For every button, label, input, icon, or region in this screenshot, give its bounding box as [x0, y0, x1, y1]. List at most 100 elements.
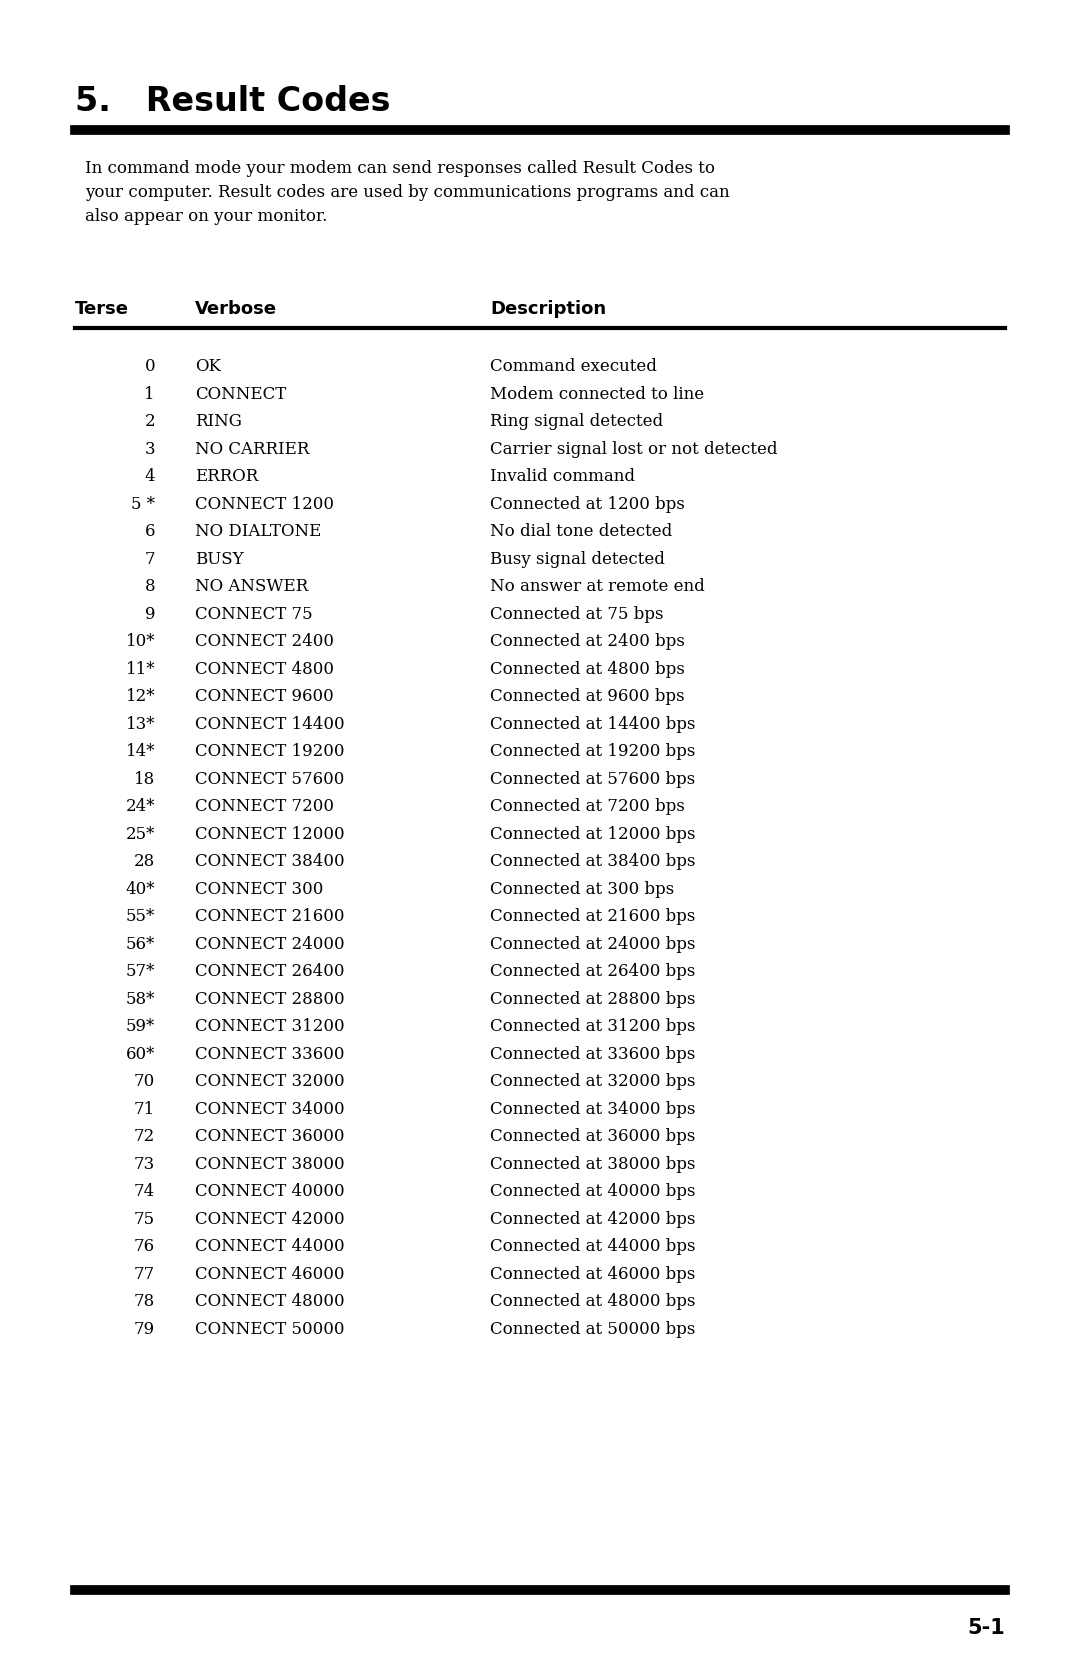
Text: 40*: 40* [125, 881, 156, 898]
Text: 28: 28 [134, 853, 156, 870]
Text: 73: 73 [134, 1155, 156, 1173]
Text: CONNECT 48000: CONNECT 48000 [195, 1293, 345, 1310]
Text: CONNECT 26400: CONNECT 26400 [195, 963, 345, 980]
Text: Invalid command: Invalid command [490, 467, 635, 486]
Text: 3: 3 [145, 441, 156, 457]
Text: 74: 74 [134, 1183, 156, 1200]
Text: CONNECT 31200: CONNECT 31200 [195, 1018, 345, 1035]
Text: Connected at 7200 bps: Connected at 7200 bps [490, 798, 685, 814]
Text: Verbose: Verbose [195, 300, 276, 319]
Text: Connected at 46000 bps: Connected at 46000 bps [490, 1265, 696, 1282]
Text: Connected at 2400 bps: Connected at 2400 bps [490, 633, 685, 649]
Text: 4: 4 [145, 467, 156, 486]
Text: In command mode your modem can send responses called Result Codes to
your comput: In command mode your modem can send resp… [85, 160, 730, 225]
Text: 1: 1 [145, 386, 156, 402]
Text: 13*: 13* [125, 716, 156, 733]
Text: Connected at 38000 bps: Connected at 38000 bps [490, 1155, 696, 1173]
Text: Connected at 42000 bps: Connected at 42000 bps [490, 1210, 696, 1227]
Text: 77: 77 [134, 1265, 156, 1282]
Text: 71: 71 [134, 1100, 156, 1118]
Text: 12*: 12* [125, 688, 156, 704]
Text: OK: OK [195, 357, 221, 376]
Text: CONNECT 36000: CONNECT 36000 [195, 1128, 345, 1145]
Text: Connected at 33600 bps: Connected at 33600 bps [490, 1045, 696, 1063]
Text: Connected at 4800 bps: Connected at 4800 bps [490, 661, 685, 678]
Text: CONNECT 38400: CONNECT 38400 [195, 853, 345, 870]
Text: CONNECT 46000: CONNECT 46000 [195, 1265, 345, 1282]
Text: Terse: Terse [75, 300, 129, 319]
Text: 55*: 55* [125, 908, 156, 925]
Text: Connected at 38400 bps: Connected at 38400 bps [490, 853, 696, 870]
Text: CONNECT 33600: CONNECT 33600 [195, 1045, 345, 1063]
Text: CONNECT 21600: CONNECT 21600 [195, 908, 345, 925]
Text: No dial tone detected: No dial tone detected [490, 522, 672, 541]
Text: 24*: 24* [125, 798, 156, 814]
Text: 7: 7 [145, 551, 156, 567]
Text: Busy signal detected: Busy signal detected [490, 551, 665, 567]
Text: Ring signal detected: Ring signal detected [490, 412, 663, 431]
Text: CONNECT 50000: CONNECT 50000 [195, 1320, 345, 1337]
Text: 72: 72 [134, 1128, 156, 1145]
Text: CONNECT 19200: CONNECT 19200 [195, 743, 345, 759]
Text: 58*: 58* [125, 990, 156, 1008]
Text: CONNECT 9600: CONNECT 9600 [195, 688, 334, 704]
Text: CONNECT 42000: CONNECT 42000 [195, 1210, 345, 1227]
Text: Connected at 300 bps: Connected at 300 bps [490, 881, 674, 898]
Text: 2: 2 [145, 412, 156, 431]
Text: Connected at 28800 bps: Connected at 28800 bps [490, 990, 696, 1008]
Text: 79: 79 [134, 1320, 156, 1337]
Text: Connected at 40000 bps: Connected at 40000 bps [490, 1183, 696, 1200]
Text: CONNECT 300: CONNECT 300 [195, 881, 323, 898]
Text: CONNECT 4800: CONNECT 4800 [195, 661, 334, 678]
Text: 10*: 10* [125, 633, 156, 649]
Text: CONNECT 2400: CONNECT 2400 [195, 633, 334, 649]
Text: CONNECT 1200: CONNECT 1200 [195, 496, 334, 512]
Text: 5.   Result Codes: 5. Result Codes [75, 85, 391, 118]
Text: 75: 75 [134, 1210, 156, 1227]
Text: RING: RING [195, 412, 242, 431]
Text: 18: 18 [134, 771, 156, 788]
Text: 6: 6 [145, 522, 156, 541]
Text: 25*: 25* [125, 826, 156, 843]
Text: Carrier signal lost or not detected: Carrier signal lost or not detected [490, 441, 778, 457]
Text: Connected at 24000 bps: Connected at 24000 bps [490, 936, 696, 953]
Text: CONNECT 7200: CONNECT 7200 [195, 798, 334, 814]
Text: Modem connected to line: Modem connected to line [490, 386, 704, 402]
Text: No answer at remote end: No answer at remote end [490, 577, 705, 596]
Text: Connected at 12000 bps: Connected at 12000 bps [490, 826, 696, 843]
Text: 11*: 11* [125, 661, 156, 678]
Text: CONNECT 38000: CONNECT 38000 [195, 1155, 345, 1173]
Text: CONNECT 14400: CONNECT 14400 [195, 716, 345, 733]
Text: 57*: 57* [125, 963, 156, 980]
Text: BUSY: BUSY [195, 551, 244, 567]
Text: 14*: 14* [125, 743, 156, 759]
Text: ERROR: ERROR [195, 467, 258, 486]
Text: 78: 78 [134, 1293, 156, 1310]
Text: CONNECT 34000: CONNECT 34000 [195, 1100, 345, 1118]
Text: 5-1: 5-1 [968, 1617, 1005, 1637]
Text: Connected at 34000 bps: Connected at 34000 bps [490, 1100, 696, 1118]
Text: CONNECT: CONNECT [195, 386, 286, 402]
Text: Connected at 21600 bps: Connected at 21600 bps [490, 908, 696, 925]
Text: Connected at 1200 bps: Connected at 1200 bps [490, 496, 685, 512]
Text: NO DIALTONE: NO DIALTONE [195, 522, 322, 541]
Text: Command executed: Command executed [490, 357, 657, 376]
Text: CONNECT 24000: CONNECT 24000 [195, 936, 345, 953]
Text: 9: 9 [145, 606, 156, 623]
Text: CONNECT 44000: CONNECT 44000 [195, 1238, 345, 1255]
Text: Connected at 19200 bps: Connected at 19200 bps [490, 743, 696, 759]
Text: Connected at 50000 bps: Connected at 50000 bps [490, 1320, 696, 1337]
Text: 56*: 56* [125, 936, 156, 953]
Text: Connected at 9600 bps: Connected at 9600 bps [490, 688, 685, 704]
Text: 76: 76 [134, 1238, 156, 1255]
Text: 60*: 60* [125, 1045, 156, 1063]
Text: CONNECT 28800: CONNECT 28800 [195, 990, 345, 1008]
Text: Connected at 57600 bps: Connected at 57600 bps [490, 771, 696, 788]
Text: CONNECT 40000: CONNECT 40000 [195, 1183, 345, 1200]
Text: 5 *: 5 * [131, 496, 156, 512]
Text: 0: 0 [145, 357, 156, 376]
Text: CONNECT 32000: CONNECT 32000 [195, 1073, 345, 1090]
Text: Connected at 32000 bps: Connected at 32000 bps [490, 1073, 696, 1090]
Text: Connected at 26400 bps: Connected at 26400 bps [490, 963, 696, 980]
Text: NO ANSWER: NO ANSWER [195, 577, 308, 596]
